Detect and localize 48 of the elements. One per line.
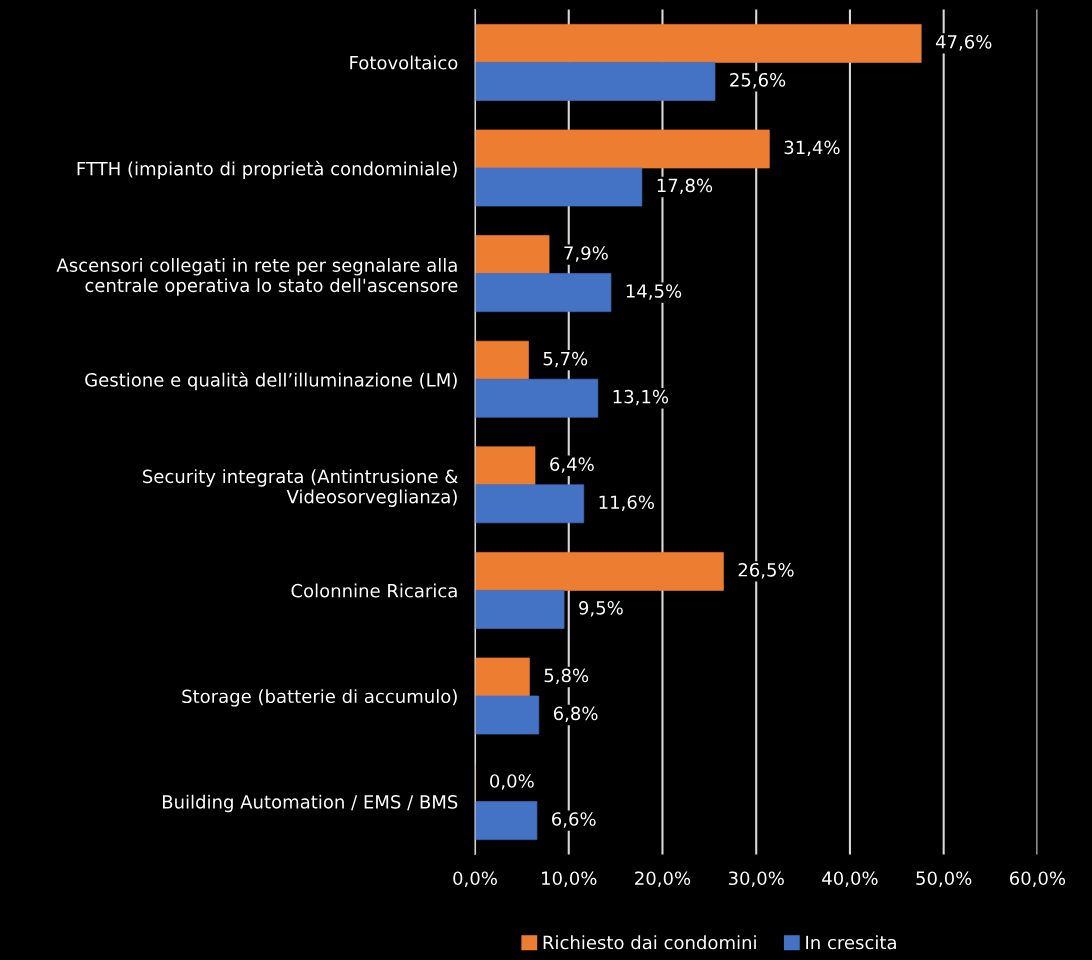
bar (475, 657, 530, 697)
data-label: 31,4% (784, 140, 840, 157)
bar (475, 484, 585, 524)
bar (475, 695, 540, 735)
data-label: 17,8% (657, 178, 713, 195)
data-label: 47,6% (935, 34, 992, 51)
x-tick-label: 0,0% (453, 871, 497, 887)
bar (475, 446, 536, 486)
legend-label: In crescita (806, 935, 896, 950)
x-tick-label: 60,0% (1009, 871, 1066, 887)
data-label: 6,8% (553, 706, 598, 723)
y-tick-label: Gestione e qualità dell’illuminazione (LM) (85, 371, 457, 391)
y-tick-label: Security integrata (Antintrusione & Videosorveglianza) (143, 469, 458, 507)
bar (475, 340, 529, 380)
legend-label: Richiesto dai condomini (543, 935, 756, 950)
y-tick-label: Storage (batterie di accumulo) (182, 689, 457, 707)
x-tick-label: 40,0% (822, 871, 878, 887)
data-label: 13,1% (613, 389, 669, 406)
data-label: 6,6% (552, 812, 596, 828)
data-label: 5,8% (544, 668, 589, 685)
data-label: 7,9% (564, 246, 608, 262)
bar (475, 273, 612, 312)
bar (475, 378, 599, 418)
y-tick-label: Fotovoltaico (350, 55, 458, 70)
data-label: 26,5% (738, 562, 794, 579)
x-tick-label: 20,0% (635, 871, 691, 887)
bar (475, 62, 716, 101)
bar (475, 129, 770, 169)
bar (475, 167, 643, 207)
bar (475, 590, 565, 629)
bar (475, 235, 550, 274)
data-label: 14,5% (626, 284, 682, 300)
y-tick-label: Ascensori collegati in rete per segnalare alla centrale operativa lo stato dell'ascensore (56, 258, 458, 296)
data-label: 0,0% (490, 774, 534, 790)
bar (475, 24, 922, 63)
data-label: 11,6% (599, 495, 654, 511)
y-tick-label: Building Automation / EMS / BMS (162, 794, 458, 813)
data-label: 25,6% (730, 72, 786, 89)
y-tick-label: Colonnine Ricarica (291, 583, 457, 598)
data-label: 9,5% (579, 600, 623, 617)
x-tick-label: 30,0% (728, 871, 784, 887)
y-tick-label: FTTH (impianto di proprietà condominiale) (77, 160, 457, 179)
data-label: 6,4% (550, 457, 594, 473)
data-label: 5,7% (543, 351, 588, 368)
x-tick-label: 50,0% (916, 871, 972, 887)
x-tick-label: 10,0% (542, 871, 597, 887)
bar (475, 801, 538, 840)
bar (475, 552, 724, 591)
